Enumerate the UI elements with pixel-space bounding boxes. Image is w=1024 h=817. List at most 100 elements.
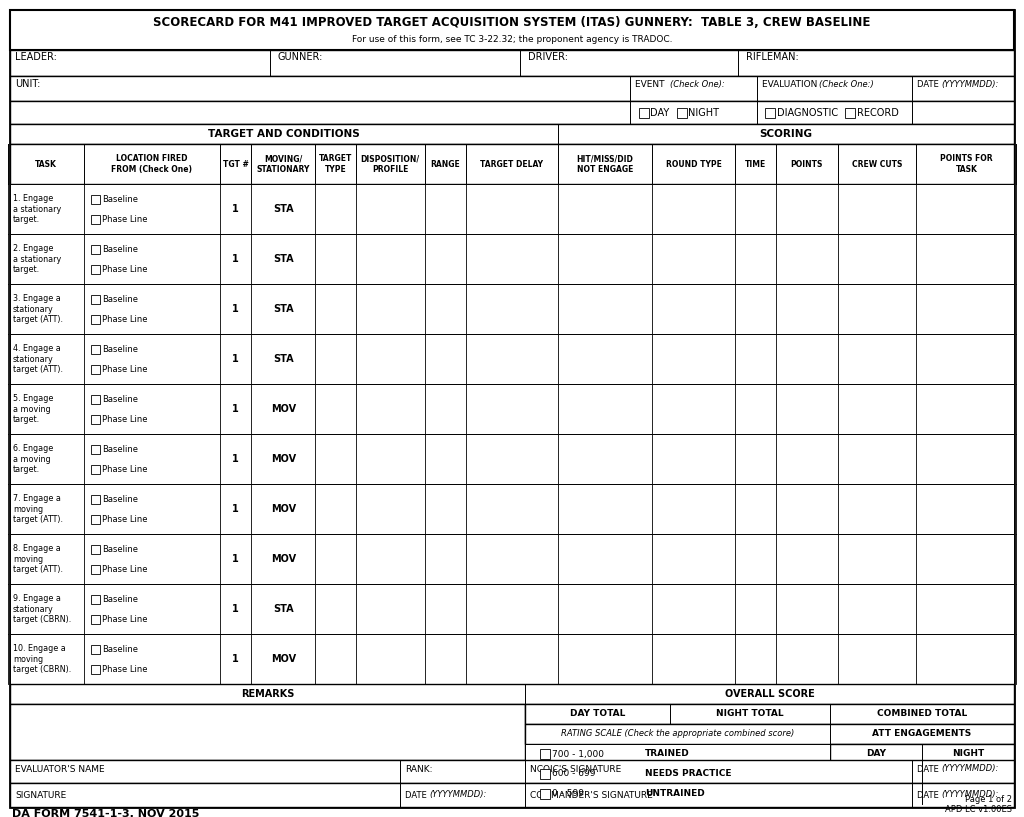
Text: 10. Engage a
moving
target (CBRN).: 10. Engage a moving target (CBRN). xyxy=(13,644,72,674)
Bar xyxy=(639,108,649,118)
Text: UNIT:: UNIT: xyxy=(15,79,40,89)
Bar xyxy=(10,783,1014,807)
Text: TARGET
TYPE: TARGET TYPE xyxy=(319,154,352,174)
Text: LOCATION FIRED
FROM (Check One): LOCATION FIRED FROM (Check One) xyxy=(111,154,193,174)
Bar xyxy=(10,704,525,760)
Bar xyxy=(10,101,1014,124)
Text: MOV: MOV xyxy=(271,504,296,514)
Text: SCORING: SCORING xyxy=(760,129,812,139)
Text: For use of this form, see TC 3-22.32; the proponent agency is TRADOC.: For use of this form, see TC 3-22.32; th… xyxy=(352,34,672,43)
Text: (Check One:): (Check One:) xyxy=(819,79,873,88)
Text: 1: 1 xyxy=(232,654,239,664)
Text: STA: STA xyxy=(273,254,294,264)
Text: STA: STA xyxy=(273,604,294,614)
Text: Baseline: Baseline xyxy=(102,345,138,354)
Bar xyxy=(830,784,1014,804)
Text: 1: 1 xyxy=(232,454,239,464)
Text: SCORECARD FOR M41 IMPROVED TARGET ACQUISITION SYSTEM (ITAS) GUNNERY:  TABLE 3, C: SCORECARD FOR M41 IMPROVED TARGET ACQUIS… xyxy=(154,16,870,29)
Bar xyxy=(91,614,100,623)
Text: 8. Engage a
moving
target (ATT).: 8. Engage a moving target (ATT). xyxy=(13,544,63,574)
Text: 4. Engage a
stationary
target (ATT).: 4. Engage a stationary target (ATT). xyxy=(13,344,63,374)
Bar xyxy=(765,108,775,118)
Text: MOV: MOV xyxy=(271,454,296,464)
Text: RANGE: RANGE xyxy=(430,159,461,168)
Bar xyxy=(91,395,100,404)
Text: RANK:: RANK: xyxy=(406,765,432,774)
Text: TIME: TIME xyxy=(745,159,766,168)
Text: LEADER:: LEADER: xyxy=(15,52,57,62)
Bar xyxy=(91,515,100,524)
Bar xyxy=(91,315,100,324)
Bar xyxy=(10,384,1014,434)
Text: TRAINED: TRAINED xyxy=(645,749,690,758)
Text: EVALUATION: EVALUATION xyxy=(762,79,820,88)
Bar xyxy=(525,724,1014,744)
Bar xyxy=(91,244,100,253)
Text: 5. Engage
a moving
target.: 5. Engage a moving target. xyxy=(13,394,53,424)
Text: Phase Line: Phase Line xyxy=(102,414,147,423)
Text: 2. Engage
a stationary
target.: 2. Engage a stationary target. xyxy=(13,244,61,274)
Text: MOV: MOV xyxy=(271,404,296,414)
Text: EVALUATOR'S NAME: EVALUATOR'S NAME xyxy=(15,765,104,774)
Bar xyxy=(91,364,100,373)
Text: TASK: TASK xyxy=(35,159,57,168)
Bar xyxy=(91,194,100,203)
Text: ATT ENGAGEMENTS: ATT ENGAGEMENTS xyxy=(872,730,972,739)
Text: NIGHT: NIGHT xyxy=(688,108,719,118)
Text: RIFLEMAN:: RIFLEMAN: xyxy=(746,52,799,62)
Text: 1. Engage
a stationary
target.: 1. Engage a stationary target. xyxy=(13,194,61,224)
Text: OVERALL SCORE: OVERALL SCORE xyxy=(725,689,814,699)
Text: Phase Line: Phase Line xyxy=(102,265,147,274)
Bar xyxy=(10,434,1014,484)
Text: DA FORM 7541-1-3, NOV 2015: DA FORM 7541-1-3, NOV 2015 xyxy=(12,809,200,817)
Text: ROUND TYPE: ROUND TYPE xyxy=(667,159,722,168)
Text: (YYYYMMDD):: (YYYYMMDD): xyxy=(941,79,998,88)
Text: STA: STA xyxy=(273,204,294,214)
Text: TGT #: TGT # xyxy=(222,159,249,168)
Bar xyxy=(10,534,1014,584)
Bar xyxy=(10,184,1014,234)
Bar xyxy=(91,444,100,453)
Bar xyxy=(10,284,1014,334)
Text: RATING SCALE (Check the appropriate combined score): RATING SCALE (Check the appropriate comb… xyxy=(561,730,795,739)
Text: DISPOSITION/
PROFILE: DISPOSITION/ PROFILE xyxy=(360,154,420,174)
Text: Baseline: Baseline xyxy=(102,395,138,404)
Text: NIGHT: NIGHT xyxy=(952,749,984,758)
Text: Phase Line: Phase Line xyxy=(102,465,147,474)
Text: (YYYYMMDD):: (YYYYMMDD): xyxy=(941,765,998,774)
Text: 1: 1 xyxy=(232,504,239,514)
Bar xyxy=(10,234,1014,284)
Bar xyxy=(91,265,100,274)
Text: 1: 1 xyxy=(232,204,239,214)
Bar xyxy=(10,584,1014,634)
Bar xyxy=(91,664,100,673)
Text: 3. Engage a
stationary
target (ATT).: 3. Engage a stationary target (ATT). xyxy=(13,294,63,324)
Bar xyxy=(830,764,1014,804)
Text: Baseline: Baseline xyxy=(102,645,138,654)
Text: Baseline: Baseline xyxy=(102,544,138,553)
Text: HIT/MISS/DID
NOT ENGAGE: HIT/MISS/DID NOT ENGAGE xyxy=(577,154,634,174)
Text: DAY: DAY xyxy=(866,749,886,758)
Text: 1: 1 xyxy=(232,354,239,364)
Text: 700 - 1,000: 700 - 1,000 xyxy=(552,749,604,758)
Bar xyxy=(525,784,830,804)
Bar xyxy=(10,144,1014,184)
Text: Baseline: Baseline xyxy=(102,194,138,203)
Text: DATE: DATE xyxy=(918,791,941,800)
Text: TARGET DELAY: TARGET DELAY xyxy=(480,159,544,168)
Text: Phase Line: Phase Line xyxy=(102,215,147,224)
Text: REMARKS: REMARKS xyxy=(241,689,294,699)
Text: 1: 1 xyxy=(232,304,239,314)
Text: 0 - 599: 0 - 599 xyxy=(552,789,584,798)
Bar xyxy=(91,414,100,423)
Text: 1: 1 xyxy=(232,554,239,564)
Text: DRIVER:: DRIVER: xyxy=(528,52,568,62)
Bar xyxy=(10,484,1014,534)
Bar xyxy=(10,684,1014,704)
Text: UNTRAINED: UNTRAINED xyxy=(645,789,705,798)
Text: DATE: DATE xyxy=(406,791,429,800)
Bar xyxy=(91,544,100,553)
Text: 1: 1 xyxy=(232,404,239,414)
Text: Baseline: Baseline xyxy=(102,494,138,503)
Text: STA: STA xyxy=(273,354,294,364)
